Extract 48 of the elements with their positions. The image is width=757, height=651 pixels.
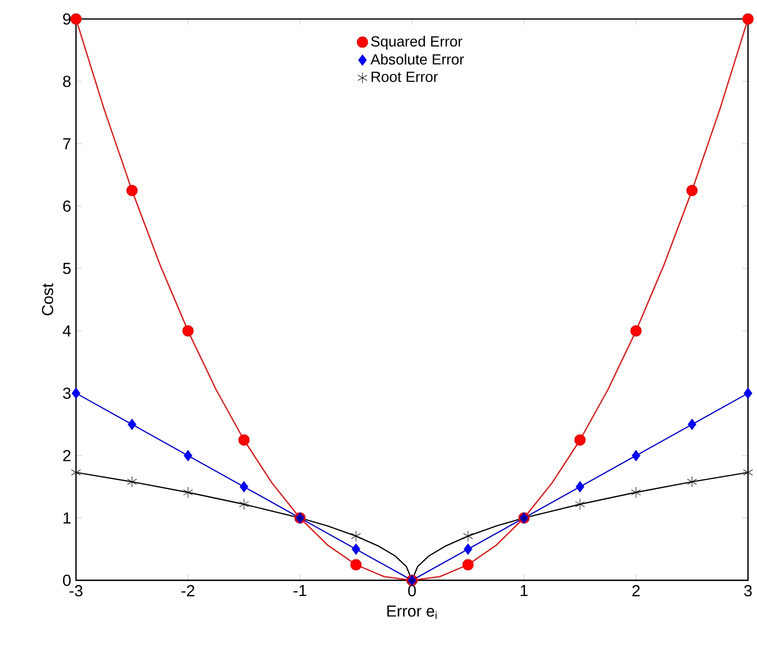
point [688, 418, 696, 430]
point [182, 325, 194, 336]
y-tick-label: 3 [63, 388, 71, 399]
y-tick-label: 8 [63, 76, 71, 88]
point [239, 498, 249, 510]
x-tick-label: 0 [408, 585, 416, 596]
point [630, 325, 642, 336]
x-tick-label: 1 [520, 585, 528, 596]
y-axis-title: Cost [42, 283, 54, 316]
legend-label: Root Error [372, 72, 438, 82]
point [463, 530, 473, 542]
point [574, 434, 586, 446]
x-tick-label: -3 [70, 585, 82, 596]
legend-label: Squared Error [371, 36, 462, 50]
point [183, 486, 193, 498]
x-tick-label: -2 [182, 585, 194, 596]
x-axis-title: Error e$_{i}$ [387, 606, 437, 619]
point [126, 184, 138, 196]
point [462, 559, 474, 570]
point [352, 544, 360, 555]
point [576, 481, 584, 492]
y-tick-label: 7 [63, 138, 70, 150]
y-tick-label: 2 [63, 450, 70, 462]
point [127, 476, 137, 488]
x-tick-label: -1 [294, 585, 306, 596]
point [72, 388, 80, 399]
x-tick-label: 2 [632, 585, 640, 596]
point [70, 13, 82, 25]
point [464, 544, 472, 555]
y-tick-label: 0 [63, 574, 71, 586]
point [351, 530, 361, 542]
point [240, 481, 248, 492]
x-tick-label: 3 [744, 585, 752, 596]
point [238, 434, 250, 446]
point [631, 486, 641, 498]
y-tick-label: 4 [62, 325, 71, 336]
y-tick-label: 9 [63, 13, 71, 25]
y-tick-label: 6 [63, 200, 71, 212]
point [184, 450, 192, 462]
y-tick-label: 1 [64, 512, 71, 524]
y-tick-label: 5 [63, 262, 71, 274]
point [632, 450, 640, 462]
point [128, 418, 136, 430]
point [575, 498, 585, 510]
point [687, 476, 697, 488]
point [350, 559, 362, 570]
point [686, 184, 698, 196]
legend-label: Absolute Error [370, 54, 464, 65]
